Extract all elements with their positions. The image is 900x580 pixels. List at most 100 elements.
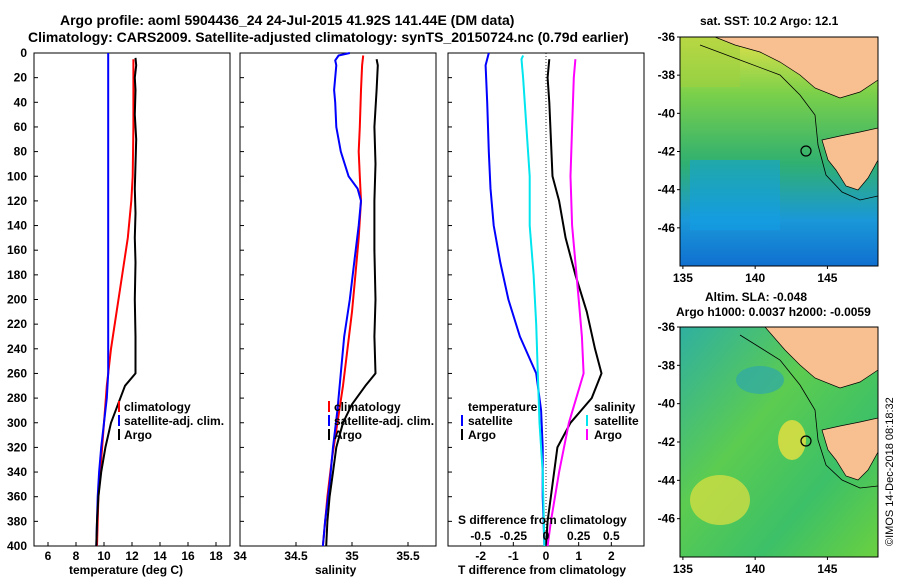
series-line-t-satellite <box>484 52 546 547</box>
sst-map-axes: -36 -38 -40 -42 -44 -46 135 140 145 <box>658 30 838 285</box>
series-line-s-argo <box>546 59 585 547</box>
legend-label-t-satellite: satellite <box>468 414 513 428</box>
legend-label-argo: Argo <box>334 428 362 442</box>
mainland-australia <box>764 327 878 389</box>
s-tick-label: 0.5 <box>603 529 620 543</box>
x-tick-label: 34.5 <box>284 549 308 563</box>
legend-title-temperature: temperature <box>468 400 538 414</box>
series-line-argo <box>325 59 379 547</box>
x-tick-label: 10 <box>97 549 111 563</box>
lat-tick-label: -46 <box>658 512 676 526</box>
difference-legend-salinity: salinity satellite Argo <box>586 400 639 442</box>
s-tick-label: 0 <box>543 529 550 543</box>
salinity-legend: climatology satellite-adj. clim. Argo <box>328 400 434 442</box>
argo-location-marker <box>800 435 812 447</box>
depth-tick-label: 140 <box>7 219 27 233</box>
x-tick-label: 35.5 <box>396 549 420 563</box>
sla-high-patch <box>778 420 806 460</box>
tasmania <box>821 127 878 191</box>
depth-tick-label: 380 <box>7 514 27 528</box>
argo-location-marker <box>800 145 812 157</box>
x-tick-label: 2 <box>608 549 615 563</box>
lat-tick-label: -44 <box>658 473 676 487</box>
depth-tick-label: 160 <box>7 243 27 257</box>
series-line-s-satellite <box>520 55 546 547</box>
lat-tick-label: -40 <box>658 106 676 120</box>
lat-tick-label: -42 <box>658 435 676 449</box>
temperature-legend: climatology satellite-adj. clim. Argo <box>118 400 224 442</box>
depth-tick-label: 100 <box>7 169 27 183</box>
lat-tick-label: -36 <box>658 30 676 44</box>
depth-axis: 0 20 40 60 80 100 120 140 160 180 200 220 240 260 280 3… <box>7 46 452 553</box>
x-tick-label: -1 <box>508 549 519 563</box>
s-tick-label: 0.25 <box>567 529 591 543</box>
x-tick-label: 14 <box>153 549 167 563</box>
sla-map-subtitle: Argo h1000: 0.0037 h2000: -0.0059 <box>676 305 871 319</box>
depth-tick-label: 280 <box>7 391 27 405</box>
series-line-satellite-adj-clim- <box>321 52 362 547</box>
salinity-plot: 34 34.5 35 35.5 <box>233 52 420 563</box>
depth-tick-label: 80 <box>14 145 28 159</box>
sla-high-patch <box>690 475 750 525</box>
t-difference-axis-label: T difference from climatology <box>458 563 626 577</box>
legend-title-salinity: salinity <box>594 400 636 414</box>
temperature-plot-frame <box>33 52 231 547</box>
depth-tick-label: 220 <box>7 317 27 331</box>
depth-tick-label: 60 <box>14 120 28 134</box>
x-tick-label: 0 <box>543 549 550 563</box>
depth-tick-label: 360 <box>7 490 27 504</box>
depth-tick-label: 40 <box>14 95 28 109</box>
difference-plot: -2 -1 0 1 2 <box>475 52 615 563</box>
depth-tick-label: 300 <box>7 416 27 430</box>
lon-tick-label: 140 <box>745 562 765 576</box>
legend-label-argo: Argo <box>124 428 152 442</box>
salinity-axis-label: salinity <box>315 563 357 577</box>
depth-tick-label: 320 <box>7 440 27 454</box>
lon-tick-label: 135 <box>673 271 693 285</box>
x-tick-label: 1 <box>575 549 582 563</box>
lon-tick-label: 140 <box>745 271 765 285</box>
series-line-t-argo <box>545 59 603 547</box>
x-tick-label: 12 <box>125 549 139 563</box>
depth-tick-label: 340 <box>7 465 27 479</box>
x-tick-label: 16 <box>181 549 195 563</box>
sla-map: Altim. SLA: -0.048 Argo h1000: 0.0037 h2… <box>658 290 879 576</box>
depth-tick-label: 20 <box>14 71 28 85</box>
figure-title: Argo profile: aoml 5904436_24 24-Jul-201… <box>60 12 514 28</box>
x-tick-label: 8 <box>73 549 80 563</box>
legend-label-s-satellite: satellite <box>594 414 639 428</box>
lat-tick-label: -38 <box>658 358 676 372</box>
sst-contour <box>699 44 878 201</box>
lon-tick-label: 135 <box>673 562 693 576</box>
s-difference-ticks: -0.5 -0.25 0 0.25 0.5 <box>470 529 620 543</box>
legend-label-climatology: climatology <box>334 400 401 414</box>
x-tick-label: 34 <box>233 549 247 563</box>
legend-label-climatology: climatology <box>124 400 191 414</box>
x-tick-label: -2 <box>475 549 486 563</box>
depth-tick-label: 120 <box>7 194 27 208</box>
imos-credit: ©IMOS 14-Dec-2018 08:18:32 <box>884 397 896 546</box>
difference-legend-temperature: temperature satellite Argo <box>461 400 538 442</box>
depth-tick-label: 240 <box>7 342 27 356</box>
sst-map-title: sat. SST: 10.2 Argo: 12.1 <box>700 14 839 28</box>
depth-tick-label: 400 <box>7 539 27 553</box>
x-tick-label: 6 <box>45 549 52 563</box>
s-tick-label: -0.25 <box>500 529 528 543</box>
salinity-plot-frame <box>239 52 437 547</box>
lon-tick-label: 145 <box>817 271 837 285</box>
lat-tick-label: -44 <box>658 183 676 197</box>
x-tick-label: 18 <box>209 549 223 563</box>
legend-label-satellite: satellite-adj. clim. <box>124 414 224 428</box>
sst-warm-patch <box>680 37 740 87</box>
lat-tick-label: -36 <box>658 320 676 334</box>
lat-tick-label: -40 <box>658 397 676 411</box>
temperature-axis-label: temperature (deg C) <box>69 563 183 577</box>
sst-cool-patch <box>690 160 780 230</box>
depth-tick-label: 180 <box>7 268 27 282</box>
figure-subtitle: Climatology: CARS2009. Satellite-adjuste… <box>28 29 629 45</box>
legend-label-s-argo: Argo <box>594 428 622 442</box>
x-tick-label: 35 <box>345 549 359 563</box>
lat-tick-label: -38 <box>658 68 676 82</box>
sla-map-title: Altim. SLA: -0.048 <box>705 290 807 304</box>
